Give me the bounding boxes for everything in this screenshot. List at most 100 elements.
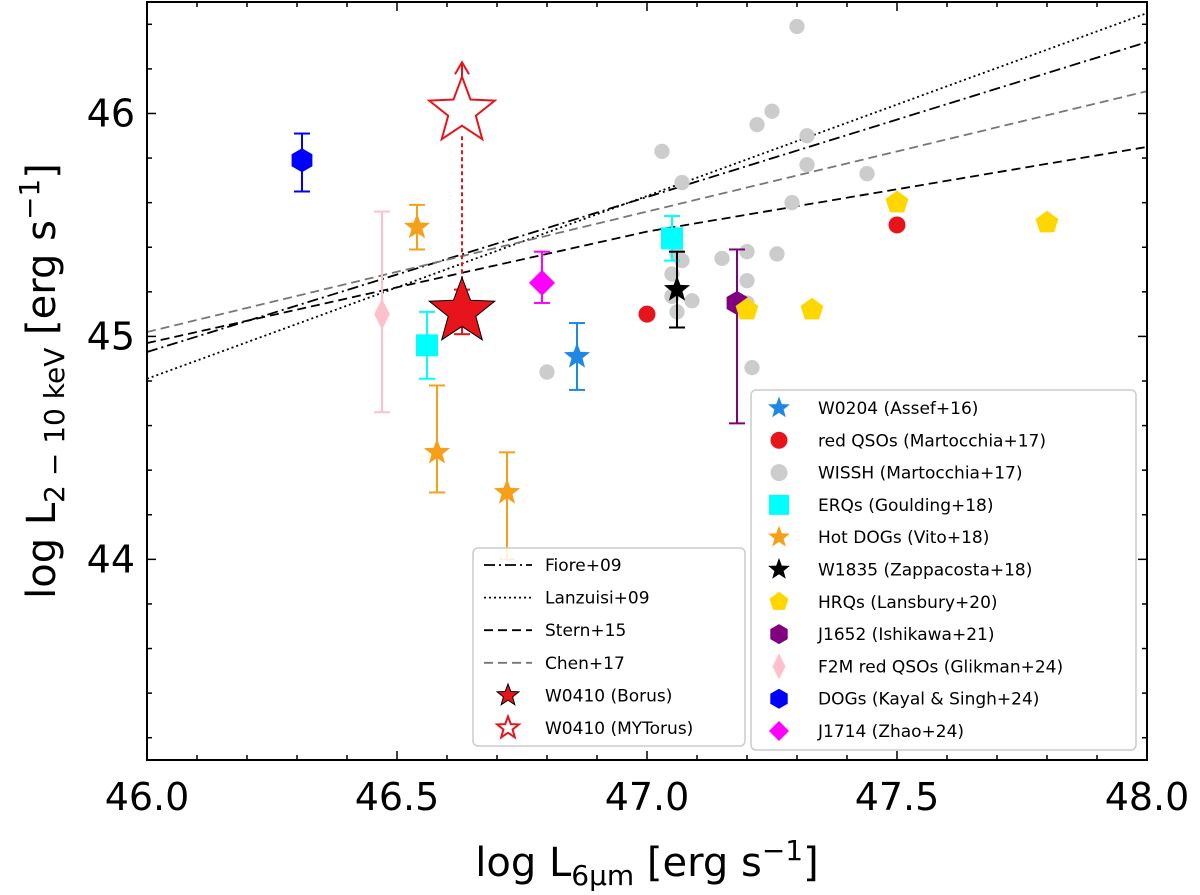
data-point bbox=[714, 250, 730, 267]
axis-ticks: 46.0 46.5 47.0 47.5 48.0 44 45 46 bbox=[87, 2, 1190, 819]
data-point bbox=[735, 297, 759, 320]
legend-right-label: HRQs (Lansbury+20) bbox=[818, 593, 998, 613]
series-w0410-borus bbox=[427, 275, 497, 341]
series-w0410-mytorus bbox=[426, 60, 498, 312]
legend-left-box bbox=[472, 547, 746, 747]
legend-marker-swatch bbox=[768, 396, 790, 418]
x-tick-label: 46.0 bbox=[105, 775, 190, 819]
legend-left-label: W0410 (Borus) bbox=[545, 686, 672, 706]
x-tick-label: 48.0 bbox=[1105, 775, 1190, 819]
data-point bbox=[859, 166, 875, 182]
data-point bbox=[529, 269, 555, 296]
data-point bbox=[739, 244, 755, 260]
legend-right-label: Hot DOGs (Vito+18) bbox=[818, 528, 989, 548]
data-point bbox=[539, 364, 555, 380]
data-point bbox=[885, 190, 909, 213]
legend-marker-swatch bbox=[769, 591, 789, 610]
data-point bbox=[764, 103, 780, 119]
data-point bbox=[654, 143, 670, 160]
series-f2m-red-qsos-glikman-24 bbox=[374, 210, 390, 414]
legend-right-label: red QSOs (Martocchia+17) bbox=[818, 431, 1046, 451]
legend-marker-swatch bbox=[495, 682, 521, 706]
legend-left-label: Lanzuisi+09 bbox=[545, 589, 650, 609]
data-point bbox=[769, 246, 785, 262]
data-point bbox=[493, 478, 521, 504]
relation-line-stern-15 bbox=[147, 146, 1147, 344]
data-point bbox=[291, 148, 313, 173]
x-axis-title: log L6μm [erg s−1] bbox=[475, 834, 818, 892]
data-point bbox=[374, 298, 390, 330]
legend-right-label: ERQs (Goulding+18) bbox=[818, 496, 994, 516]
series-j1714-zhao-24 bbox=[529, 250, 555, 304]
data-point bbox=[427, 275, 497, 341]
legend-marker-swatch bbox=[770, 464, 788, 482]
data-point bbox=[749, 116, 765, 133]
series-w0204-assef-16 bbox=[563, 322, 591, 391]
legend-left: Fiore+09 Lanzuisi+09 Stern+15 Chen+17 W0410 … bbox=[472, 547, 746, 747]
legend-marker-swatch bbox=[769, 494, 789, 515]
legend-marker-swatch bbox=[770, 688, 788, 709]
relation-line-fiore-09 bbox=[147, 41, 1147, 353]
legend-right-box bbox=[750, 389, 1137, 751]
y-axis-title: log L2 − 10 keV [erg s−1] bbox=[13, 163, 71, 599]
data-point bbox=[744, 359, 760, 376]
legend-right-label: F2M red QSOs (Glikman+24) bbox=[818, 657, 1063, 677]
legend-right-label: W0204 (Assef+16) bbox=[818, 399, 978, 419]
x-tick-label: 46.5 bbox=[355, 775, 440, 819]
data-point bbox=[784, 194, 800, 211]
y-tick-label: 46 bbox=[87, 91, 135, 135]
data-point bbox=[416, 334, 438, 357]
series-hot-dogs-vito-18 bbox=[403, 203, 521, 561]
legend-right-label: J1714 (Zhao+24) bbox=[817, 722, 964, 742]
data-point bbox=[684, 293, 700, 309]
legend-marker-swatch bbox=[769, 721, 789, 741]
data-points bbox=[291, 18, 1059, 561]
relation-lines bbox=[147, 12, 1147, 380]
data-point bbox=[661, 227, 683, 250]
legend-marker-swatch bbox=[772, 653, 786, 680]
legend-left-label: Fiore+09 bbox=[545, 556, 622, 576]
data-point bbox=[674, 252, 690, 269]
legend-right-label: DOGs (Kayal & Singh+24) bbox=[818, 690, 1039, 710]
legend-right-label: WISSH (Martocchia+17) bbox=[818, 464, 1022, 484]
legend-right-label: J1652 (Ishikawa+21) bbox=[817, 625, 994, 645]
data-point bbox=[888, 216, 906, 234]
x-tick-label: 47.0 bbox=[605, 775, 690, 819]
series-wissh-martocchia-17 bbox=[539, 18, 875, 380]
legend-right-label: W1835 (Zappacosta+18) bbox=[818, 561, 1032, 581]
data-point bbox=[674, 174, 690, 191]
data-point bbox=[739, 273, 755, 289]
legend-marker-swatch bbox=[768, 525, 790, 547]
data-point bbox=[423, 438, 451, 464]
legend-marker-swatch bbox=[770, 431, 788, 449]
series-dogs-kayal-singh-24 bbox=[291, 132, 313, 193]
legend-left-label: Stern+15 bbox=[545, 621, 626, 641]
data-point bbox=[563, 342, 591, 368]
data-point bbox=[426, 73, 498, 142]
y-tick-label: 44 bbox=[87, 537, 135, 581]
data-point bbox=[663, 275, 691, 301]
data-point bbox=[799, 128, 815, 144]
data-point bbox=[638, 305, 656, 323]
data-point bbox=[800, 297, 824, 320]
legend-left-label: W0410 (MYTorus) bbox=[545, 719, 693, 739]
legend-marker-swatch bbox=[768, 558, 790, 579]
legend-marker-swatch bbox=[770, 624, 788, 645]
data-point bbox=[799, 157, 815, 173]
data-point bbox=[664, 266, 680, 282]
relation-line-chen-17 bbox=[147, 90, 1147, 333]
lower-limit-arrowhead bbox=[454, 60, 470, 75]
legend-left-label: Chen+17 bbox=[545, 654, 625, 674]
data-point bbox=[789, 18, 805, 35]
series-erqs-goulding-18 bbox=[416, 215, 683, 380]
x-tick-label: 47.5 bbox=[855, 775, 940, 819]
data-point bbox=[403, 213, 431, 239]
series-red-qsos-martocchia-17 bbox=[638, 216, 906, 323]
legend-marker-swatch bbox=[494, 713, 522, 740]
data-point bbox=[1035, 210, 1059, 233]
y-tick-label: 45 bbox=[87, 314, 135, 358]
relation-line-lanzuisi-09 bbox=[147, 12, 1147, 380]
series-w1835-zappacosta-18 bbox=[663, 250, 691, 329]
series-hrqs-lansbury-20 bbox=[735, 190, 1059, 320]
